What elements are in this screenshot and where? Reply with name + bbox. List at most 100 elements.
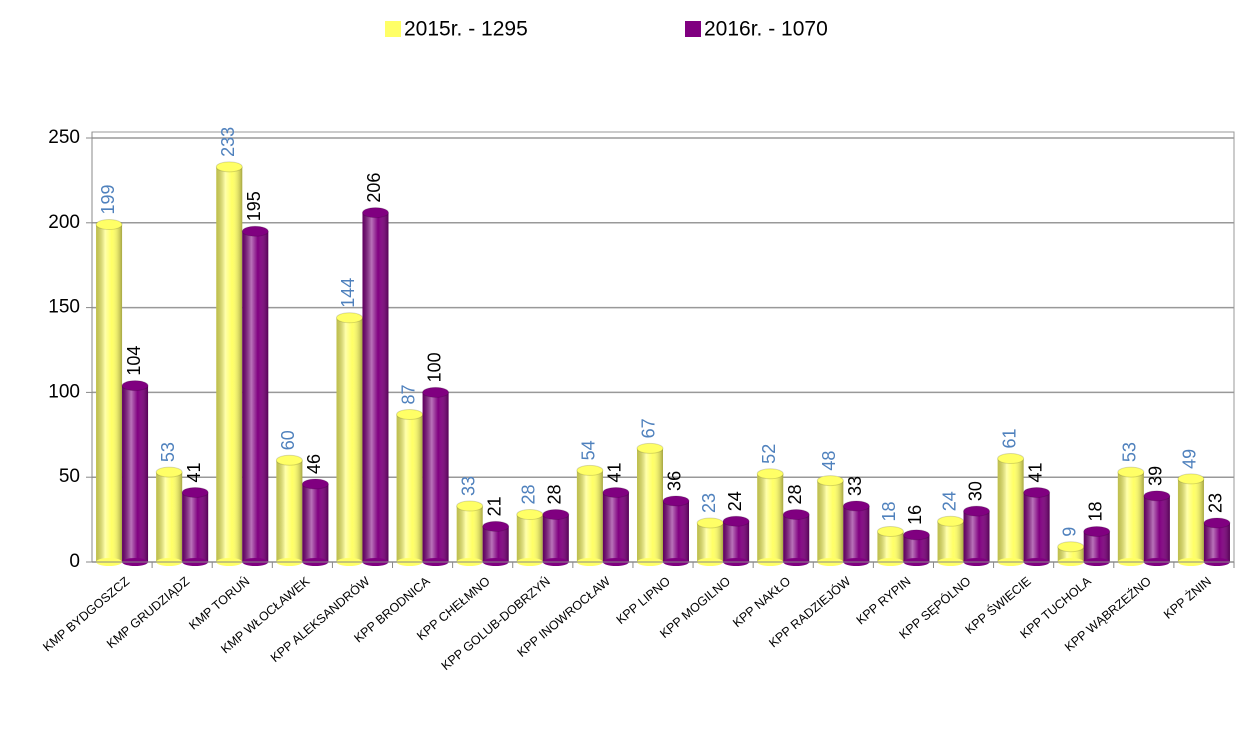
bar-top xyxy=(241,225,269,237)
bar-shade xyxy=(482,526,509,562)
bar-top xyxy=(482,520,510,532)
bar-shade xyxy=(963,511,990,562)
bar-shade xyxy=(637,448,663,562)
bar-shade xyxy=(1083,531,1110,562)
x-tick-label: KPP LIPNO xyxy=(614,574,674,627)
bar-top xyxy=(1203,517,1231,529)
value-label: 61 xyxy=(999,429,1019,449)
bar-shade xyxy=(156,472,183,562)
value-label: 87 xyxy=(398,384,418,404)
bar-top xyxy=(842,500,870,512)
bar-shade xyxy=(362,212,389,562)
value-label: 33 xyxy=(845,476,865,496)
bar-shade xyxy=(276,460,303,562)
bar-shade xyxy=(422,392,449,562)
value-label: 24 xyxy=(939,491,959,511)
value-label: 28 xyxy=(519,484,539,504)
bar-shade xyxy=(1117,472,1144,562)
bar-shade xyxy=(576,470,603,562)
bar-top xyxy=(542,509,570,521)
bar-top xyxy=(782,509,810,521)
bar-top xyxy=(696,517,724,529)
bar-shade xyxy=(697,522,724,562)
x-tick-label: KPP ŻNIN xyxy=(1161,574,1214,622)
legend-label: 2015r. - 1295 xyxy=(404,18,528,41)
x-tick-label: KPP NAKŁO xyxy=(730,574,793,630)
bar-top xyxy=(121,380,149,392)
x-tick-label: KPP ALEKSANDRÓW xyxy=(267,573,372,665)
bar-top xyxy=(1023,486,1051,498)
bar-shade xyxy=(216,166,243,562)
bar-shade xyxy=(1023,492,1050,562)
y-tick-label: 50 xyxy=(59,466,80,487)
value-label: 233 xyxy=(218,127,238,157)
bar-top xyxy=(662,495,690,507)
bar-shade xyxy=(336,317,363,562)
bar-shade xyxy=(456,506,483,562)
bar-shade xyxy=(1177,478,1204,562)
bar-top xyxy=(95,218,123,230)
value-label: 28 xyxy=(545,484,565,504)
bar-top xyxy=(516,509,544,521)
bar-shade xyxy=(817,480,844,562)
value-label: 52 xyxy=(759,444,779,464)
bar-shade xyxy=(96,224,123,562)
bar-shade xyxy=(396,414,423,562)
bar-top xyxy=(576,464,604,476)
value-label: 144 xyxy=(338,278,358,308)
value-label: 67 xyxy=(639,418,659,438)
bar-top xyxy=(722,515,750,527)
value-label: 18 xyxy=(879,501,899,521)
value-label: 23 xyxy=(699,493,719,513)
value-label: 46 xyxy=(304,454,324,474)
bar-top xyxy=(361,207,389,219)
bar-shade xyxy=(937,521,964,562)
bar-top xyxy=(602,486,630,498)
legend-swatch xyxy=(385,21,401,37)
bar-shade xyxy=(843,506,870,562)
bar-shade xyxy=(516,514,543,562)
bar-top xyxy=(396,408,424,420)
bar-shade xyxy=(242,231,269,562)
value-label: 39 xyxy=(1146,466,1166,486)
bar-top xyxy=(816,475,844,487)
bar-shade xyxy=(757,473,784,562)
value-label: 49 xyxy=(1180,449,1200,469)
bar-shade xyxy=(542,514,569,562)
bar-top xyxy=(1143,490,1171,502)
bar-top xyxy=(636,442,664,454)
value-label: 100 xyxy=(424,352,444,382)
legend-swatch xyxy=(685,21,701,37)
bar-top xyxy=(215,161,243,173)
bar-shade xyxy=(877,531,904,562)
value-label: 41 xyxy=(184,462,204,482)
bar-shade xyxy=(1143,495,1170,562)
bar-shade xyxy=(602,492,629,562)
value-label: 53 xyxy=(1120,442,1140,462)
value-label: 18 xyxy=(1085,501,1105,521)
value-label: 36 xyxy=(665,471,685,491)
bar-top xyxy=(456,500,484,512)
value-label: 206 xyxy=(364,173,384,203)
value-label: 24 xyxy=(725,491,745,511)
bar-top xyxy=(275,454,303,466)
bar-top xyxy=(963,505,991,517)
x-tick-label: KMP TORUŃ xyxy=(186,573,253,632)
bar-top xyxy=(155,466,183,478)
bar-shade xyxy=(783,514,810,562)
bar-top xyxy=(1177,473,1205,485)
y-tick-label: 250 xyxy=(48,127,80,148)
value-label: 104 xyxy=(124,346,144,376)
bar-top xyxy=(1057,541,1085,553)
x-tick-label: KPP RYPIN xyxy=(854,574,914,627)
bar-shade xyxy=(723,521,750,562)
y-tick-label: 0 xyxy=(69,551,80,572)
value-label: 9 xyxy=(1059,527,1079,537)
bar-shade xyxy=(1203,522,1230,562)
bar-top xyxy=(335,312,363,324)
bar-shade xyxy=(663,500,689,562)
value-label: 30 xyxy=(965,481,985,501)
bar-top xyxy=(1083,525,1111,537)
bar-top xyxy=(422,386,450,398)
